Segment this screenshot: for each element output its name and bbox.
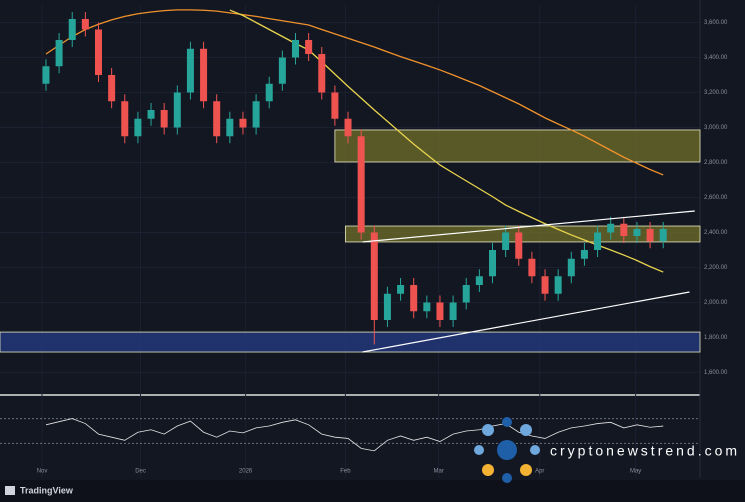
candle-body: [554, 276, 562, 294]
candle-body: [94, 29, 102, 75]
y-tick-label: 3,600.00: [704, 20, 728, 26]
x-tick-label: May: [630, 469, 641, 475]
x-tick-label: 2026: [239, 469, 253, 475]
candle-body: [436, 302, 444, 320]
moving-average: [229, 9, 664, 273]
candle-body: [252, 101, 260, 128]
x-tick-label: Apr: [535, 469, 544, 475]
candle-body: [594, 232, 602, 250]
y-tick-label: 2,400.00: [704, 230, 728, 236]
x-tick-label: Mar: [433, 469, 443, 475]
y-tick-label: 1,600.00: [704, 370, 728, 376]
candle-body: [305, 40, 313, 54]
candle-body: [620, 223, 628, 236]
candle-body: [580, 250, 588, 259]
zone: [334, 129, 701, 163]
candle-body: [502, 232, 510, 250]
candle-body: [462, 285, 470, 303]
candle-body: [410, 285, 418, 312]
y-tick-label: 3,000.00: [704, 125, 728, 131]
candle-body: [567, 258, 575, 277]
candle-body: [488, 250, 496, 277]
watermark-logo: [474, 417, 540, 483]
candle-body: [55, 40, 63, 67]
y-tick-label: 2,800.00: [704, 160, 728, 166]
candle-body: [160, 110, 168, 128]
x-tick-label: Dec: [135, 469, 146, 475]
zone: [0, 331, 701, 353]
y-tick-label: 3,200.00: [704, 90, 728, 96]
candle-body: [475, 276, 483, 285]
candle-body: [173, 92, 181, 128]
candle-body: [397, 285, 405, 294]
candle-body: [265, 83, 273, 102]
candle-body: [291, 40, 299, 58]
brand-logo: [5, 486, 15, 495]
candle-body: [370, 232, 378, 320]
y-tick-label: 3,400.00: [704, 55, 728, 61]
candle-body: [515, 232, 523, 259]
candle-body: [541, 276, 549, 294]
candle-body: [528, 258, 536, 277]
candle-body: [331, 92, 339, 119]
moving-average: [45, 9, 664, 176]
candle-body: [186, 48, 194, 93]
candle-body: [121, 101, 129, 137]
candle-body: [226, 118, 234, 137]
candle-body: [423, 302, 431, 312]
oscillator-line: [45, 418, 664, 452]
trendline: [362, 291, 690, 353]
candle-body: [239, 118, 247, 128]
x-tick-label: Feb: [340, 469, 351, 475]
candle-body: [659, 229, 667, 242]
y-tick-label: 2,200.00: [704, 265, 728, 271]
candle-body: [449, 302, 457, 320]
candle-body: [344, 118, 352, 137]
brand: TradingView: [20, 485, 74, 495]
candle-body: [200, 48, 208, 102]
candle-body: [147, 110, 155, 119]
candle-body: [68, 19, 76, 40]
candle-body: [42, 66, 50, 84]
candle-body: [646, 229, 654, 242]
candle-body: [278, 57, 286, 84]
trendline: [362, 210, 695, 243]
x-tick-label: Nov: [37, 469, 48, 475]
candle-body: [134, 118, 142, 137]
watermark: cryptonewstrend.com: [550, 443, 740, 459]
footer: [0, 480, 745, 502]
candle-body: [607, 223, 615, 233]
y-tick-label: 2,600.00: [704, 195, 728, 201]
candle-body: [383, 293, 391, 320]
candle-body: [318, 54, 326, 93]
candle-body: [357, 136, 365, 233]
y-tick-label: 2,000.00: [704, 300, 728, 306]
candle-body: [108, 75, 116, 102]
y-tick-label: 1,800.00: [704, 335, 728, 341]
candle-body: [633, 229, 641, 236]
candle-body: [81, 19, 89, 30]
candle-body: [213, 101, 221, 137]
